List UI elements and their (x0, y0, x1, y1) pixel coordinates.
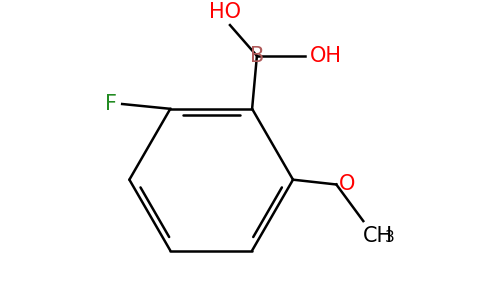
Text: F: F (106, 94, 117, 114)
Text: O: O (339, 175, 356, 194)
Text: 3: 3 (384, 230, 394, 245)
Text: HO: HO (209, 2, 241, 22)
Text: B: B (250, 46, 264, 66)
Text: CH: CH (363, 226, 393, 246)
Text: OH: OH (310, 46, 342, 66)
